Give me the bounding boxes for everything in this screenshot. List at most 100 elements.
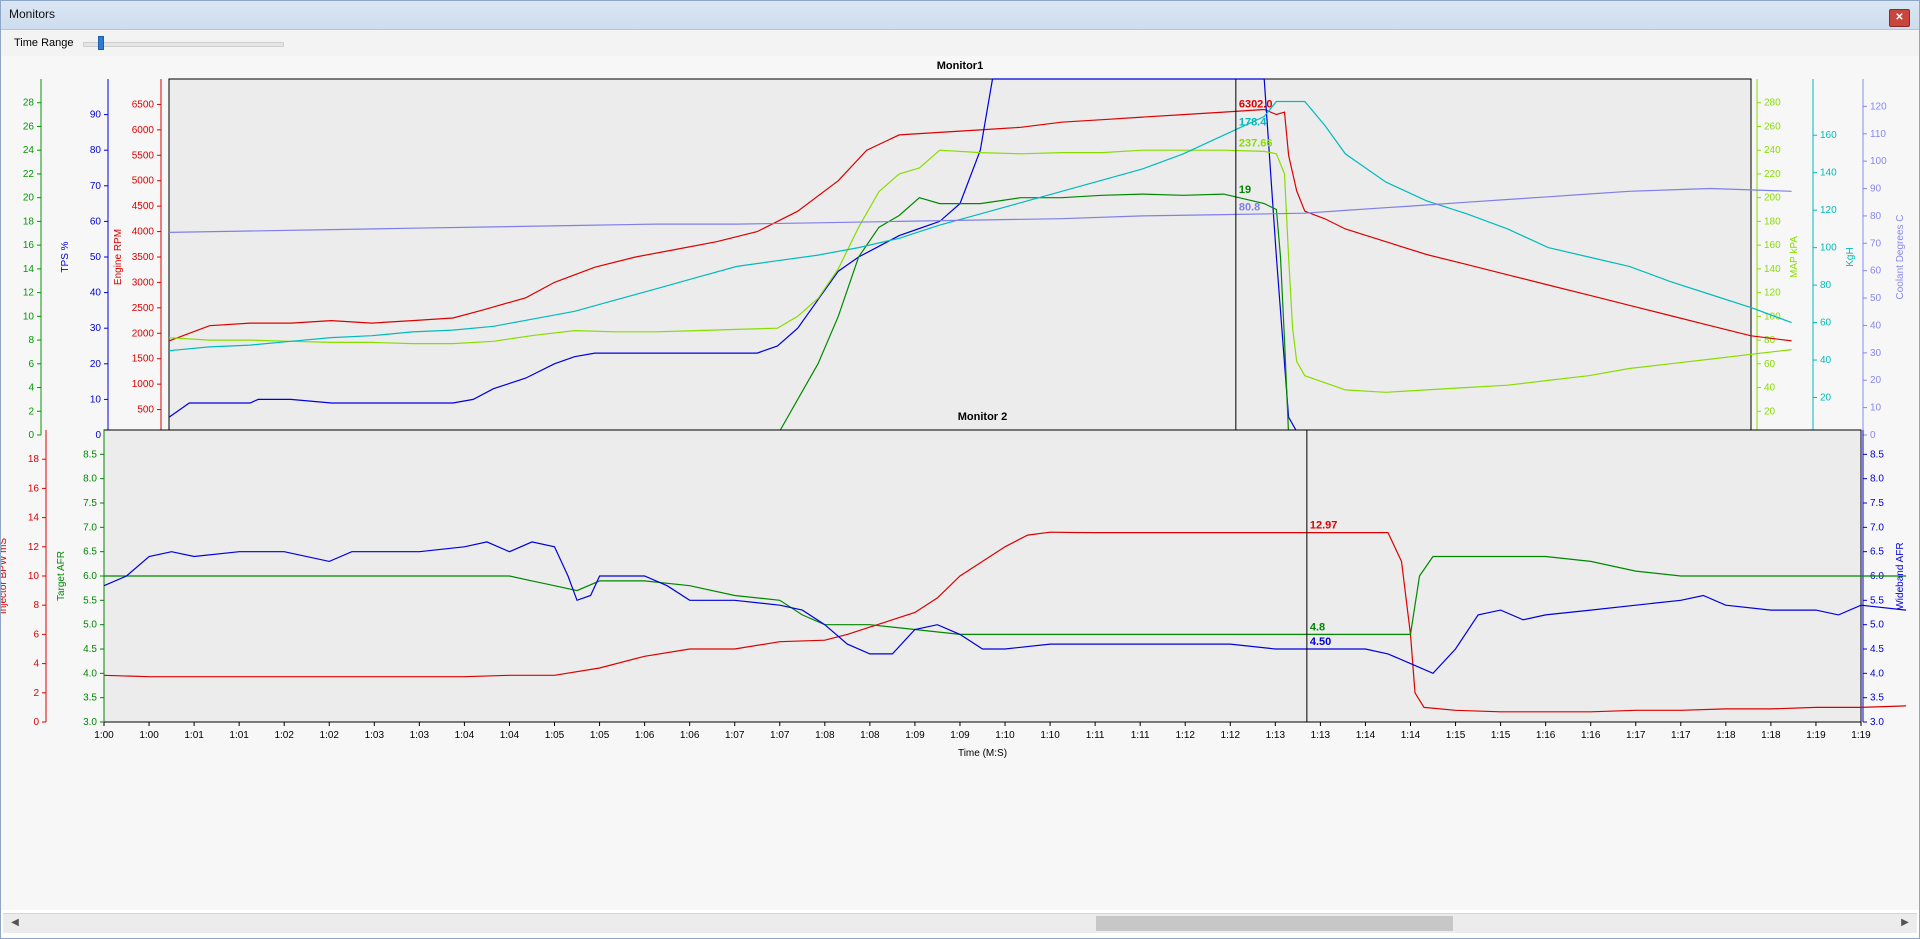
- axis-tick-label-target: 3.5: [83, 693, 97, 704]
- axis-label-rpm: Engine RPM: [113, 229, 124, 285]
- axis-tick-label-map: 220: [1764, 169, 1781, 180]
- axis-tick-label-map: 240: [1764, 145, 1781, 156]
- x-tick-label: 1:17: [1626, 730, 1646, 741]
- axis-tick-label-map: 180: [1764, 216, 1781, 227]
- axis-tick-label-target: 4.0: [83, 668, 97, 679]
- x-tick-label: 1:05: [545, 730, 565, 741]
- series-line-bpsi: [776, 193, 1290, 436]
- x-tick-label: 1:05: [590, 730, 610, 741]
- axis-tick-label-target: 3.0: [83, 717, 97, 728]
- axis-tick-label-target: 6.0: [83, 571, 97, 582]
- axis-tick-label-rpm: 6000: [132, 125, 155, 136]
- close-icon[interactable]: ✕: [1889, 9, 1910, 27]
- axis-tick-label-rpm: 2000: [132, 328, 155, 339]
- axis-tick-label-coolant: 30: [1870, 348, 1882, 359]
- x-tick-label: 1:02: [274, 730, 294, 741]
- x-tick-label: 1:07: [770, 730, 790, 741]
- series-line-map: [168, 149, 1792, 393]
- axis-tick-label-target: 5.5: [83, 595, 97, 606]
- time-range-track[interactable]: [83, 42, 284, 47]
- axis-tick-label-kgh: 160: [1820, 130, 1837, 141]
- axis-tick-label-wide: 3.0: [1870, 717, 1884, 728]
- axis-tick-label-wide: 8.0: [1870, 474, 1884, 485]
- x-tick-label: 1:06: [635, 730, 655, 741]
- x-tick-label: 1:11: [1086, 730, 1105, 741]
- x-tick-label: 1:19: [1851, 730, 1871, 741]
- axis-tick-label-bpsi: 4: [28, 383, 34, 394]
- axis-tick-label-kgh: 20: [1820, 393, 1832, 404]
- axis-tick-label-rpm: 4000: [132, 227, 155, 238]
- x-tick-label: 1:03: [365, 730, 385, 741]
- x-tick-label: 1:03: [410, 730, 430, 741]
- scroll-left-icon[interactable]: ◀: [11, 917, 19, 928]
- axis-tick-label-map: 140: [1764, 264, 1781, 275]
- x-tick-label: 1:01: [184, 730, 204, 741]
- scroll-right-icon[interactable]: ▶: [1901, 917, 1909, 928]
- axis-tick-label-coolant: 110: [1870, 129, 1886, 140]
- axis-tick-label-inj: 16: [28, 483, 40, 494]
- horizontal-scrollbar[interactable]: ◀ ▶: [3, 913, 1917, 933]
- axis-tick-label-target: 4.5: [83, 644, 97, 655]
- x-tick-label: 1:10: [995, 730, 1015, 741]
- chart-area: Monitor1 1:00 1:00 1:01 1:01 1:02 1:02 1:03 1:03…: [0, 56, 1919, 910]
- series-line-kgh: [168, 100, 1792, 352]
- time-range-label: Time Range: [14, 37, 74, 49]
- axis-tick-label-wide: 7.0: [1870, 522, 1884, 533]
- chart-title: Monitor1: [937, 60, 983, 72]
- x-tick-label: 1:12: [1175, 730, 1195, 741]
- axis-tick-label-map: 80: [1764, 335, 1776, 346]
- axis-tick-label-wide: 7.5: [1870, 498, 1884, 509]
- x-tick-label: 1:18: [1716, 730, 1736, 741]
- axis-tick-label-bpsi: 26: [23, 121, 35, 132]
- axis-tick-label-coolant: 10: [1870, 403, 1882, 414]
- x-tick-label: 1:04: [500, 730, 520, 741]
- window-title: Monitors: [9, 7, 56, 21]
- axis-tick-label-tps: 10: [90, 394, 102, 405]
- x-tick-label: 1:02: [320, 730, 340, 741]
- axis-tick-label-coolant: 80: [1870, 211, 1882, 222]
- axis-tick-label-rpm: 5500: [132, 150, 155, 161]
- axis-tick-label-kgh: 100: [1820, 243, 1837, 254]
- axis-tick-label-bpsi: 16: [23, 240, 35, 251]
- axis-tick-label-wide: 3.5: [1870, 693, 1884, 704]
- time-range-slider-thumb[interactable]: [98, 36, 104, 50]
- plot-area: [168, 78, 1752, 436]
- axis-tick-label-coolant: 0: [1870, 430, 1876, 441]
- cursor-value-label-map: 237.66: [1239, 138, 1273, 150]
- x-tick-label: 1:11: [1131, 730, 1150, 741]
- axis-tick-label-tps: 20: [90, 359, 102, 370]
- cursor-value-label-bpsi: 19: [1239, 184, 1251, 196]
- axis-label-inj: Injector BPW mS: [1, 538, 9, 614]
- x-tick-label: 1:07: [725, 730, 745, 741]
- cursor-value-label-inj: 12.97: [1310, 520, 1338, 532]
- cursor-value-label-target: 4.8: [1310, 621, 1325, 633]
- axis-tick-label-rpm: 3500: [132, 252, 155, 263]
- x-tick-label: 1:00: [139, 730, 159, 741]
- axis-tick-label-kgh: 60: [1820, 318, 1832, 329]
- cursor-value-label-rpm: 6302.0: [1239, 98, 1273, 110]
- axis-tick-label-tps: 70: [90, 181, 102, 192]
- x-tick-label: 1:06: [680, 730, 700, 741]
- axis-tick-label-tps: 0: [95, 430, 101, 441]
- axis-tick-label-map: 20: [1764, 406, 1776, 417]
- axis-tick-label-rpm: 4500: [132, 201, 155, 212]
- scroll-thumb[interactable]: [1096, 916, 1453, 931]
- axis-tick-label-kgh: 40: [1820, 355, 1832, 366]
- axis-tick-label-wide: 6.5: [1870, 547, 1884, 558]
- axis-tick-label-map: 100: [1764, 311, 1781, 322]
- axis-tick-label-wide: 4.5: [1870, 644, 1884, 655]
- x-tick-label: 1:13: [1311, 730, 1331, 741]
- axis-tick-label-tps: 30: [90, 323, 102, 334]
- x-tick-label: 1:14: [1401, 730, 1421, 741]
- axis-tick-label-inj: 0: [33, 717, 39, 728]
- x-tick-label: 1:04: [455, 730, 475, 741]
- axis-tick-label-bpsi: 18: [23, 216, 35, 227]
- axis-tick-label-inj: 10: [28, 571, 40, 582]
- axis-tick-label-kgh: 80: [1820, 280, 1832, 291]
- axis-tick-label-bpsi: 0: [28, 430, 34, 441]
- axis-tick-label-map: 260: [1764, 121, 1781, 132]
- axis-tick-label-inj: 18: [28, 454, 40, 465]
- x-tick-label: 1:17: [1671, 730, 1691, 741]
- series-line-tps: [168, 78, 1306, 436]
- axis-label-tps: TPS %: [60, 241, 71, 272]
